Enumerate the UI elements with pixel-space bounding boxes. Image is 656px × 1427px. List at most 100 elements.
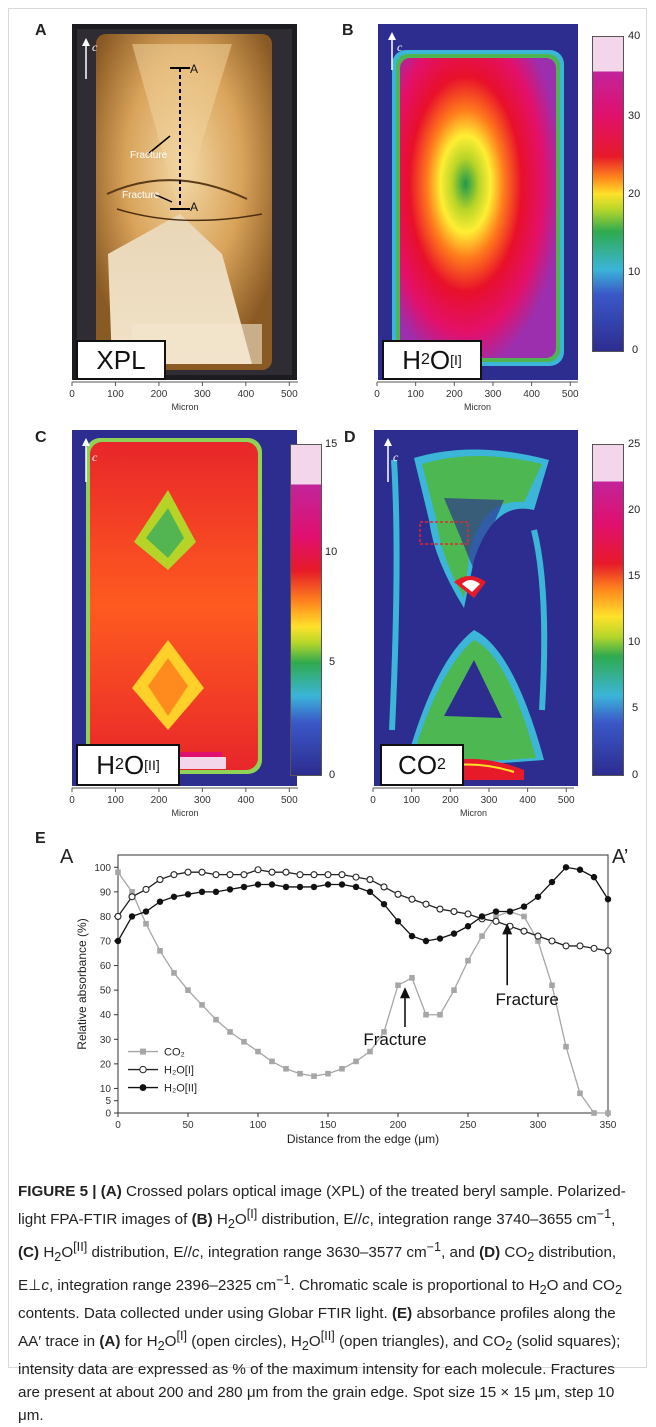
colorbar-d-tick-25: 25: [628, 438, 641, 450]
caption-text-5d: (open circles), H: [187, 1333, 302, 1351]
data-point: [297, 1070, 303, 1077]
caption-text-1: Crossed polars optical image (XPL) of th…: [18, 1183, 626, 1229]
data-point: [367, 1048, 373, 1055]
y-tick-label: 80: [100, 912, 112, 923]
data-point: [310, 883, 318, 891]
caption-text-2d: , integration range 3740–3655 cm: [369, 1211, 597, 1229]
panel-label-d: D: [344, 429, 356, 446]
x-tick-label: 200: [442, 795, 459, 806]
data-point: [604, 947, 612, 955]
x-axis-title: Distance from the edge (μm): [287, 1132, 439, 1146]
colorbar-d-tick-0: 0: [632, 769, 639, 781]
x-axis-title: Micron: [460, 808, 487, 818]
caption-text-2c: distribution, E//: [257, 1211, 362, 1229]
colorbar-c-tick-0: 0: [329, 769, 336, 781]
y-tick-label: 30: [100, 1035, 112, 1046]
colorbar-d-tick-5: 5: [632, 702, 639, 714]
c-axis-arrow-icon: [384, 438, 392, 446]
colorbar-c-tick-10: 10: [325, 546, 338, 558]
colorbar-c-tick-5: 5: [329, 656, 336, 668]
data-point: [380, 883, 388, 891]
caption-sub: 2: [539, 1283, 547, 1298]
caption-text-2a: H: [212, 1211, 228, 1229]
fracture-label-a2: Fracture: [122, 190, 160, 201]
x-tick-label: 400: [519, 795, 536, 806]
fracture-label-a1: Fracture: [130, 150, 168, 161]
data-point: [212, 871, 220, 879]
caption-text-3b: O: [61, 1244, 74, 1262]
data-point: [184, 868, 192, 876]
data-point: [506, 908, 514, 915]
data-point: [408, 895, 416, 903]
x-tick-label: 300: [481, 795, 498, 806]
plot-frame: [117, 854, 609, 1114]
data-point: [492, 908, 500, 915]
data-point: [549, 982, 555, 989]
h2o-ii-heatmap: [72, 430, 297, 786]
data-point: [394, 918, 402, 925]
caption-text-5f: (open triangles), and CO: [334, 1333, 506, 1351]
data-point: [465, 957, 471, 964]
data-point: [296, 883, 304, 891]
x-tick-label: 100: [107, 389, 124, 400]
x-tick-label: 0: [370, 795, 376, 806]
x-axis-title: Micron: [171, 402, 198, 412]
caption-sub: 2: [227, 1217, 235, 1232]
c-axis-label-c: c: [92, 450, 98, 464]
colorbar-b: [592, 36, 624, 352]
data-point: [157, 948, 163, 954]
c-axis-label-a: c: [92, 40, 98, 54]
c-axis-arrow-icon: [388, 32, 396, 40]
data-point: [227, 1029, 233, 1035]
data-point: [129, 889, 135, 895]
colorbar-c: [290, 444, 322, 776]
caption-text-3e: , and: [441, 1244, 480, 1262]
data-point: [198, 868, 206, 876]
data-point: [240, 883, 248, 891]
data-point: [339, 1065, 345, 1072]
x-tick-label: 100: [107, 795, 124, 806]
data-point: [185, 987, 191, 993]
caption-text-5a: absorbance profiles along the AA′ trace …: [18, 1305, 616, 1351]
caption-text-3a: H: [39, 1244, 55, 1262]
inset-label-h2o-i: H 2 O [I]: [382, 340, 482, 380]
y-tick-label: 40: [100, 1010, 112, 1021]
y-axis-title: Relative absorbance (%): [75, 918, 89, 1049]
panel-label-b: B: [342, 22, 354, 39]
y-tick-label: 90: [100, 887, 112, 898]
x-tick-label: 200: [151, 389, 168, 400]
x-tick-label: 200: [446, 389, 463, 400]
data-point: [269, 1058, 275, 1065]
data-point: [408, 932, 416, 940]
data-point: [591, 1110, 597, 1116]
point-aprime-label: A: [190, 200, 199, 214]
y-tick-label: 20: [100, 1059, 112, 1070]
data-point: [492, 917, 500, 925]
data-point: [562, 864, 570, 871]
c-axis-arrow-icon: [82, 438, 90, 446]
data-point: [212, 888, 220, 896]
caption-sup: [I]: [176, 1329, 188, 1344]
x-tick-label: 300: [485, 389, 502, 400]
data-point: [535, 938, 541, 944]
fracture-annotation: Fracture: [363, 1030, 426, 1049]
caption-text-4b: distribution, E⊥: [18, 1244, 617, 1295]
c-axis-arrow-icon: [82, 38, 90, 46]
caption-sub: 2: [614, 1283, 623, 1298]
series-line: [117, 869, 609, 952]
point-a-label: A: [190, 62, 199, 76]
x-tick-label: 500: [562, 389, 579, 400]
data-point: [114, 912, 122, 920]
caption-text-4e: O and CO: [546, 1277, 615, 1295]
data-point: [128, 893, 136, 901]
caption-figure-number: FIGURE 5 |: [18, 1183, 101, 1200]
y-tick-label: 50: [100, 986, 112, 997]
x-tick-label: 200: [390, 1120, 407, 1131]
data-point: [156, 898, 164, 905]
y-tick-label: 60: [100, 961, 112, 972]
x-tick-label: 100: [407, 389, 424, 400]
panel-b-h2o-i-map: [378, 24, 578, 380]
x-tick-label: 300: [194, 795, 211, 806]
x-tick-label: 500: [281, 389, 298, 400]
y-tick-label: 5: [105, 1096, 111, 1107]
